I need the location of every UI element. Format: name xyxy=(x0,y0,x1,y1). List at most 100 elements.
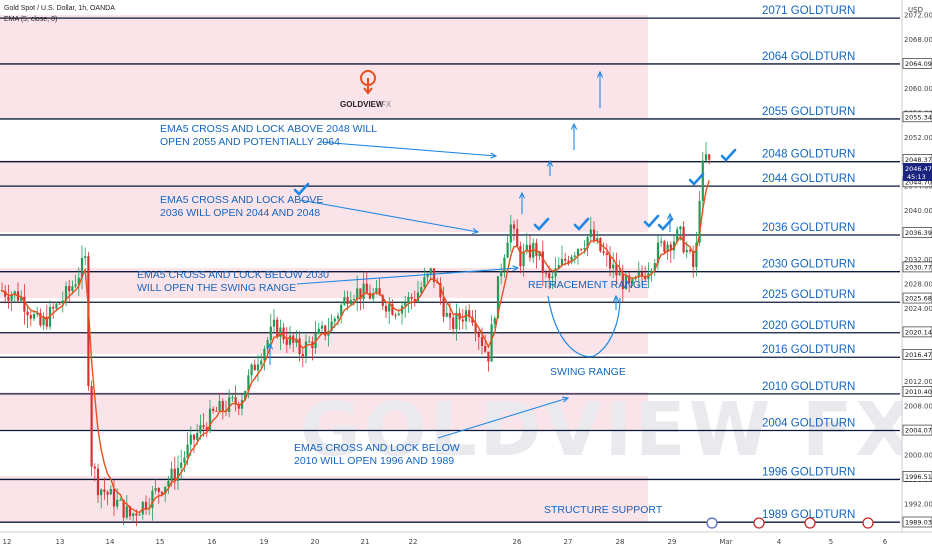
candle-80 xyxy=(256,364,260,371)
candle-164 xyxy=(525,244,528,252)
note-ema-2048-line1: EMA5 CROSS AND LOCK ABOVE 2048 WILL xyxy=(160,123,377,135)
candle-28 xyxy=(90,386,93,467)
candle-135 xyxy=(432,268,436,283)
candle-155 xyxy=(496,276,500,319)
event-flag-icon-3[interactable] xyxy=(862,517,874,529)
candle-88 xyxy=(282,327,285,340)
y-tick-2060: 2060.000 xyxy=(904,85,932,93)
up-arrow-1-head xyxy=(596,70,604,78)
candle-27 xyxy=(87,256,90,387)
candle-18 xyxy=(58,303,61,305)
up-arrow-2-head xyxy=(570,122,578,130)
note-ema-2036-line1: EMA5 CROSS AND LOCK ABOVE xyxy=(160,194,323,206)
symbol-title[interactable]: Gold Spot / U.S. Dollar, 1h, OANDA xyxy=(4,5,115,12)
candle-63 xyxy=(202,425,205,428)
candle-45 xyxy=(144,501,148,510)
candle-7 xyxy=(23,296,26,312)
y-tick-1992: 1992.000 xyxy=(904,500,932,508)
candle-32 xyxy=(103,489,106,492)
candle-30 xyxy=(96,468,100,496)
candle-73 xyxy=(234,397,237,404)
candle-199 xyxy=(637,272,640,278)
candle-160 xyxy=(512,224,516,229)
candle-90 xyxy=(288,335,292,345)
candle-214 xyxy=(685,250,688,253)
candle-65 xyxy=(208,408,212,431)
candle-110 xyxy=(352,299,356,301)
candle-158 xyxy=(506,242,509,258)
price-tag-6: 2025.685 xyxy=(905,295,932,303)
candle-49 xyxy=(157,488,160,492)
candle-93 xyxy=(298,338,301,354)
event-flag-icon-2[interactable] xyxy=(804,517,816,529)
candle-23 xyxy=(74,284,77,287)
note-ema-2010-line2: 2010 WILL OPEN 1996 AND 1989 xyxy=(294,455,454,467)
price-tag-4: 2036.395 xyxy=(905,229,932,237)
note-ema-2030-line2: WILL OPEN THE SWING RANGE xyxy=(137,282,296,294)
candle-137 xyxy=(439,283,442,298)
candle-211 xyxy=(676,229,679,242)
candle-81 xyxy=(260,360,263,365)
candle-162 xyxy=(519,245,522,267)
event-flag-icon-0[interactable] xyxy=(706,517,718,529)
zone-1 xyxy=(0,160,648,232)
note-ema-2030-line1: EMA5 CROSS AND LOCK BELOW 2030 xyxy=(137,269,329,281)
candle-190 xyxy=(608,255,612,269)
candle-16 xyxy=(52,306,55,309)
level-label-2016: 2016 GOLDTURN xyxy=(762,344,855,356)
up-arrow-4-head xyxy=(518,191,526,199)
candle-22 xyxy=(71,286,74,292)
candle-169 xyxy=(541,251,544,273)
candle-24 xyxy=(77,277,80,285)
candle-132 xyxy=(423,277,426,288)
candle-112 xyxy=(359,288,362,300)
x-tick-16: 16 xyxy=(208,538,217,546)
candle-87 xyxy=(279,327,282,337)
candle-6 xyxy=(20,296,23,301)
candle-100 xyxy=(320,325,324,329)
candle-48 xyxy=(154,488,157,491)
event-flag-icon-1[interactable] xyxy=(753,517,765,529)
x-tick-4: 4 xyxy=(777,538,782,546)
candle-109 xyxy=(349,299,352,305)
candle-120 xyxy=(384,305,388,312)
up-arrow-3-head xyxy=(546,159,554,167)
candle-37 xyxy=(119,499,122,501)
logo-suffix: FX xyxy=(381,100,392,109)
candle-178 xyxy=(570,256,573,263)
level-label-2025: 2025 GOLDTURN xyxy=(762,289,855,301)
x-tick-14: 14 xyxy=(106,538,115,546)
structure-support-label: STRUCTURE SUPPORT xyxy=(544,504,663,516)
ema-line xyxy=(1,180,710,514)
level-labels: 2071 GOLDTURN 2064 GOLDTURN 2055 GOLDTURN 2… xyxy=(762,5,855,521)
price-tag-3: 2044.707 xyxy=(905,178,932,186)
price-axis: USD1992.0001996.0002000.0002004.0002008.… xyxy=(901,0,932,540)
candle-57 xyxy=(183,457,186,463)
candle-121 xyxy=(388,304,391,312)
candle-189 xyxy=(605,253,608,256)
indicator-title[interactable]: EMA (5, close, 0) xyxy=(4,16,57,23)
candle-219 xyxy=(701,160,704,201)
candle-79 xyxy=(253,364,256,371)
candle-177 xyxy=(567,260,570,263)
candle-140 xyxy=(448,312,452,318)
arrow-note-4 xyxy=(437,397,569,439)
candle-39 xyxy=(125,506,128,518)
check-icon-3 xyxy=(643,214,660,228)
candle-136 xyxy=(436,282,439,284)
x-tick-28: 28 xyxy=(616,538,625,546)
candle-60 xyxy=(192,434,196,440)
candle-10 xyxy=(32,314,36,319)
arrow-note-3-head xyxy=(512,265,520,272)
candle-111 xyxy=(356,288,359,300)
candle-52 xyxy=(167,480,170,487)
candle-42 xyxy=(135,513,138,516)
candle-38 xyxy=(122,499,125,518)
level-label-1996: 1996 GOLDTURN xyxy=(762,466,855,478)
price-tag-2: 2048.379 xyxy=(905,156,932,164)
check-icon-5 xyxy=(688,172,705,186)
candle-157 xyxy=(503,257,506,272)
candle-183 xyxy=(586,237,589,249)
candle-12 xyxy=(39,312,42,326)
